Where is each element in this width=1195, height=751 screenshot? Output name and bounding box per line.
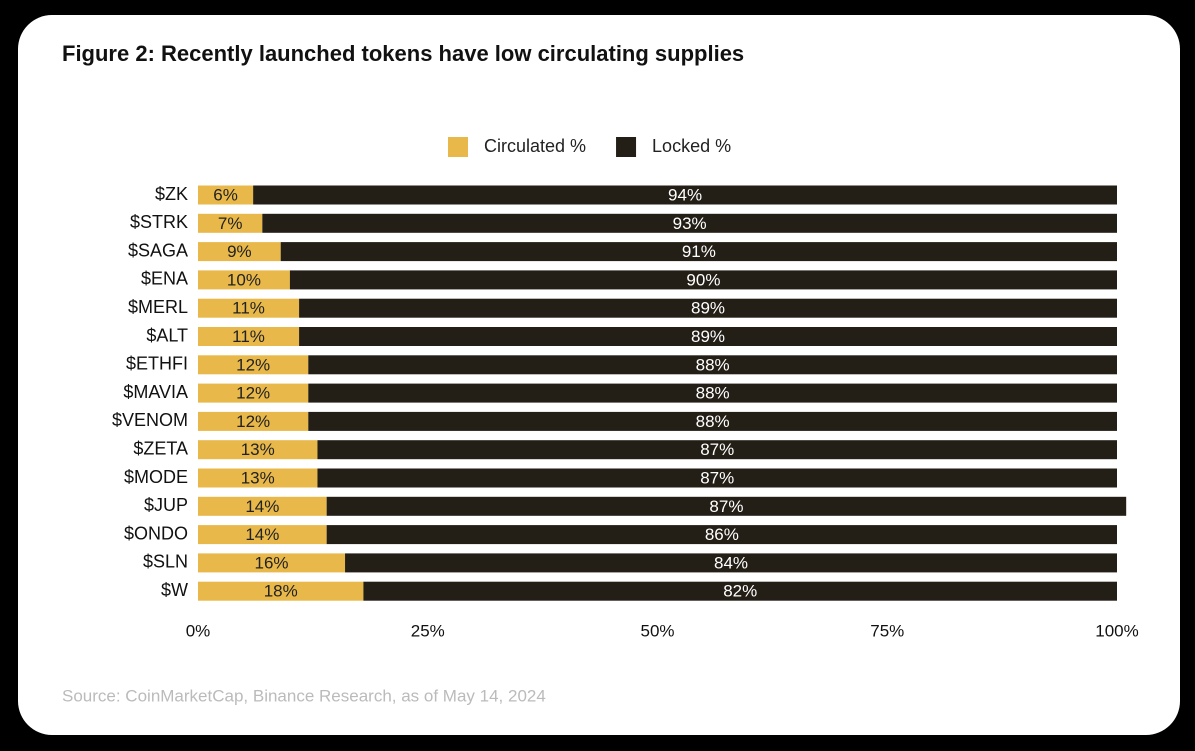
y-tick-label: $ALT	[146, 325, 188, 345]
y-tick-label: $SAGA	[128, 240, 188, 260]
x-tick-label: 50%	[640, 621, 674, 640]
data-label: 90%	[686, 270, 720, 289]
data-label: 6%	[213, 185, 238, 204]
data-label: 94%	[668, 185, 702, 204]
bar-segment	[198, 298, 300, 318]
y-tick-label: $SLN	[143, 552, 188, 572]
y-tick-label: $MAVIA	[123, 382, 188, 402]
x-tick-label: 0%	[186, 621, 211, 640]
data-label: 12%	[236, 384, 270, 403]
bar-segment	[198, 581, 364, 601]
data-label: 86%	[705, 525, 739, 544]
bar-segment	[198, 496, 327, 516]
bar-segment	[198, 553, 346, 573]
x-tick-label: 25%	[411, 621, 445, 640]
data-label: 87%	[700, 440, 734, 459]
y-tick-label: $JUP	[144, 495, 188, 515]
legend-label: Locked %	[652, 136, 731, 156]
data-label: 16%	[255, 553, 289, 572]
bar-segment	[198, 327, 300, 346]
bar-segment	[299, 298, 1118, 318]
data-label: 7%	[218, 214, 243, 233]
data-label: 89%	[691, 327, 725, 346]
bar-segment	[308, 411, 1117, 431]
data-label: 88%	[696, 384, 730, 403]
legend-swatch	[616, 137, 637, 157]
bar-segment	[317, 468, 1118, 488]
bar-segment	[289, 270, 1117, 290]
data-label: 91%	[682, 242, 716, 261]
data-label: 88%	[696, 412, 730, 431]
legend-label: Circulated %	[484, 136, 586, 156]
bar-segment	[198, 270, 290, 290]
y-tick-label: $ENA	[141, 269, 188, 289]
y-tick-label: $ZK	[155, 184, 188, 204]
y-tick-label: $ETHFI	[126, 354, 188, 374]
data-label: 18%	[264, 582, 298, 601]
data-label: 87%	[700, 468, 734, 487]
data-label: 13%	[241, 468, 275, 487]
data-label: 14%	[245, 497, 279, 516]
data-label: 89%	[691, 299, 725, 318]
source: Source: CoinMarketCap, Binance Research,…	[62, 686, 546, 705]
bar-segment	[198, 242, 281, 262]
bar-segment	[262, 213, 1118, 233]
bar-segment	[326, 525, 1117, 545]
data-label: 12%	[236, 355, 270, 374]
y-tick-label: $MERL	[128, 297, 188, 317]
y-tick-label: $MODE	[124, 467, 188, 487]
bar-segment	[198, 440, 318, 460]
bar-segment	[198, 383, 309, 403]
y-tick-label: $W	[161, 580, 188, 600]
x-tick-label: 75%	[870, 621, 904, 640]
bar-segment	[308, 383, 1117, 403]
bar-segment	[363, 581, 1117, 601]
y-tick-label: $VENOM	[112, 410, 188, 430]
bar-segment	[198, 468, 318, 488]
data-label: 10%	[227, 270, 261, 289]
bar-segment	[317, 440, 1118, 460]
data-label: 82%	[723, 582, 757, 601]
bar-segment	[299, 327, 1118, 346]
bar-segment	[280, 242, 1118, 262]
bar-segment	[198, 411, 309, 431]
data-label: 87%	[709, 497, 743, 516]
bar-segment	[345, 553, 1117, 573]
bar-segment	[198, 525, 327, 545]
data-label: 11%	[232, 299, 265, 318]
x-tick-label: 100%	[1095, 621, 1138, 640]
data-label: 14%	[245, 525, 279, 544]
data-label: 12%	[236, 412, 270, 431]
bar-segment	[198, 185, 254, 205]
bar-segment	[198, 213, 263, 233]
data-label: 93%	[673, 214, 707, 233]
y-tick-label: $ONDO	[124, 523, 188, 543]
bar-segment	[326, 496, 1127, 516]
bar-segment	[308, 355, 1117, 375]
legend-swatch	[448, 137, 468, 157]
y-tick-label: $STRK	[130, 212, 188, 232]
chart-title: Figure 2: Recently launched tokens have …	[62, 41, 744, 66]
data-label: 11%	[232, 327, 265, 346]
data-label: 88%	[696, 355, 730, 374]
data-label: 13%	[241, 440, 275, 459]
y-tick-label: $ZETA	[133, 438, 188, 458]
data-label: 84%	[714, 553, 748, 572]
bar-segment	[253, 185, 1117, 205]
data-label: 9%	[227, 242, 252, 261]
bar-segment	[198, 355, 309, 375]
